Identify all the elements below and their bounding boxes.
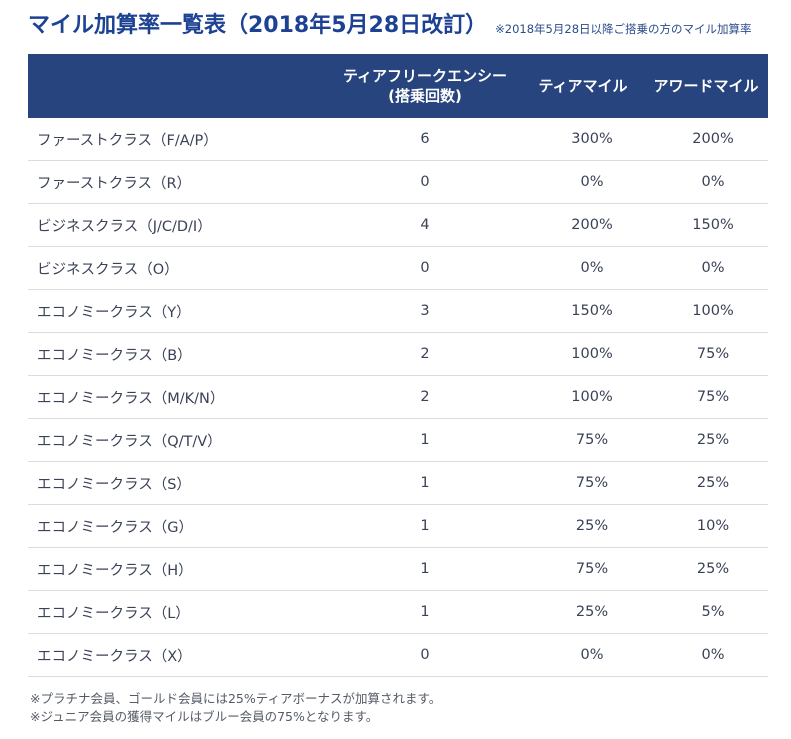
table-row: ビジネスクラス（J/C/D/I） 4 200% 150% xyxy=(28,203,768,247)
cell-class: ビジネスクラス（O） xyxy=(28,246,328,290)
cell-tier-miles: 75% xyxy=(522,418,644,462)
table-row: ファーストクラス（F/A/P） 6 300% 200% xyxy=(28,118,768,161)
cell-tier-miles: 100% xyxy=(522,332,644,376)
header-tier-miles: ティアマイル xyxy=(538,77,628,95)
cell-award-miles: 200% xyxy=(644,118,768,161)
cell-tier-miles: 150% xyxy=(522,289,644,333)
cell-tier-miles: 0% xyxy=(522,633,644,677)
cell-tier-miles: 25% xyxy=(522,590,644,634)
cell-tier-frequency: 1 xyxy=(328,547,522,591)
cell-award-miles: 5% xyxy=(644,590,768,634)
table-row: エコノミークラス（Y） 3 150% 100% xyxy=(28,289,768,333)
cell-class: ファーストクラス（F/A/P） xyxy=(28,118,328,161)
cell-tier-frequency: 0 xyxy=(328,160,522,204)
cell-award-miles: 100% xyxy=(644,289,768,333)
cell-tier-miles: 0% xyxy=(522,160,644,204)
cell-award-miles: 0% xyxy=(644,633,768,677)
cell-tier-frequency: 2 xyxy=(328,375,522,419)
header-tier-frequency: ティアフリークエンシー (搭乗回数) xyxy=(328,54,522,118)
table-header-row: ティアフリークエンシー (搭乗回数) ティアマイル アワードマイル xyxy=(28,54,768,118)
cell-award-miles: 25% xyxy=(644,461,768,505)
table-row: エコノミークラス（H） 1 75% 25% xyxy=(28,547,768,591)
cell-tier-miles: 25% xyxy=(522,504,644,548)
table-row: エコノミークラス（X） 0 0% 0% xyxy=(28,633,768,677)
cell-tier-frequency: 1 xyxy=(328,504,522,548)
footnote: ※ジュニア会員の獲得マイルはブルー会員の75%となります。 xyxy=(30,709,379,724)
cell-class: ビジネスクラス（J/C/D/I） xyxy=(28,203,328,247)
header-tier-frequency-line2: (搭乗回数) xyxy=(388,87,462,105)
cell-tier-frequency: 4 xyxy=(328,203,522,247)
cell-award-miles: 25% xyxy=(644,547,768,591)
cell-award-miles: 150% xyxy=(644,203,768,247)
footnotes: ※プラチナ会員、ゴールド会員には25%ティアボーナスが加算されます。 ※ジュニア… xyxy=(30,690,441,726)
cell-tier-frequency: 0 xyxy=(328,246,522,290)
cell-class: エコノミークラス（X） xyxy=(28,633,328,677)
cell-class: エコノミークラス（H） xyxy=(28,547,328,591)
cell-tier-frequency: 1 xyxy=(328,418,522,462)
cell-tier-frequency: 0 xyxy=(328,633,522,677)
title-row: マイル加算率一覧表（2018年5月28日改訂） ※2018年5月28日以降ご搭乗… xyxy=(28,6,791,42)
cell-tier-miles: 100% xyxy=(522,375,644,419)
effective-date-note: ※2018年5月28日以降ご搭乗の方のマイル加算率 xyxy=(495,22,752,36)
header-class xyxy=(28,54,328,118)
cell-class: エコノミークラス（B） xyxy=(28,332,328,376)
table-body: ファーストクラス（F/A/P） 6 300% 200% ファーストクラス（R） 0 0% 0%… xyxy=(28,118,768,677)
cell-class: ファーストクラス（R） xyxy=(28,160,328,204)
cell-award-miles: 75% xyxy=(644,375,768,419)
cell-class: エコノミークラス（G） xyxy=(28,504,328,548)
table-row: エコノミークラス（B） 2 100% 75% xyxy=(28,332,768,376)
cell-class: エコノミークラス（M/K/N） xyxy=(28,375,328,419)
header-award-miles: アワードマイル xyxy=(653,77,759,95)
cell-award-miles: 0% xyxy=(644,246,768,290)
table-row: エコノミークラス（G） 1 25% 10% xyxy=(28,504,768,548)
cell-tier-miles: 75% xyxy=(522,547,644,591)
page-title: マイル加算率一覧表（2018年5月28日改訂） xyxy=(28,13,488,38)
cell-tier-miles: 300% xyxy=(522,118,644,161)
cell-tier-frequency: 6 xyxy=(328,118,522,161)
cell-award-miles: 0% xyxy=(644,160,768,204)
cell-tier-miles: 0% xyxy=(522,246,644,290)
table-row: エコノミークラス（S） 1 75% 25% xyxy=(28,461,768,505)
cell-award-miles: 75% xyxy=(644,332,768,376)
cell-tier-miles: 75% xyxy=(522,461,644,505)
mileage-accrual-table: ティアフリークエンシー (搭乗回数) ティアマイル アワードマイル ファーストク… xyxy=(28,54,768,677)
header-tier-frequency-line1: ティアフリークエンシー xyxy=(342,67,508,85)
cell-tier-frequency: 1 xyxy=(328,590,522,634)
cell-class: エコノミークラス（Q/T/V） xyxy=(28,418,328,462)
cell-tier-frequency: 2 xyxy=(328,332,522,376)
cell-tier-frequency: 3 xyxy=(328,289,522,333)
table-row: ビジネスクラス（O） 0 0% 0% xyxy=(28,246,768,290)
cell-class: エコノミークラス（L） xyxy=(28,590,328,634)
cell-award-miles: 25% xyxy=(644,418,768,462)
cell-class: エコノミークラス（S） xyxy=(28,461,328,505)
cell-tier-frequency: 1 xyxy=(328,461,522,505)
cell-tier-miles: 200% xyxy=(522,203,644,247)
table-row: ファーストクラス（R） 0 0% 0% xyxy=(28,160,768,204)
footnote: ※プラチナ会員、ゴールド会員には25%ティアボーナスが加算されます。 xyxy=(30,691,442,706)
table-row: エコノミークラス（M/K/N） 2 100% 75% xyxy=(28,375,768,419)
cell-class: エコノミークラス（Y） xyxy=(28,289,328,333)
table-row: エコノミークラス（L） 1 25% 5% xyxy=(28,590,768,634)
table-row: エコノミークラス（Q/T/V） 1 75% 25% xyxy=(28,418,768,462)
cell-award-miles: 10% xyxy=(644,504,768,548)
